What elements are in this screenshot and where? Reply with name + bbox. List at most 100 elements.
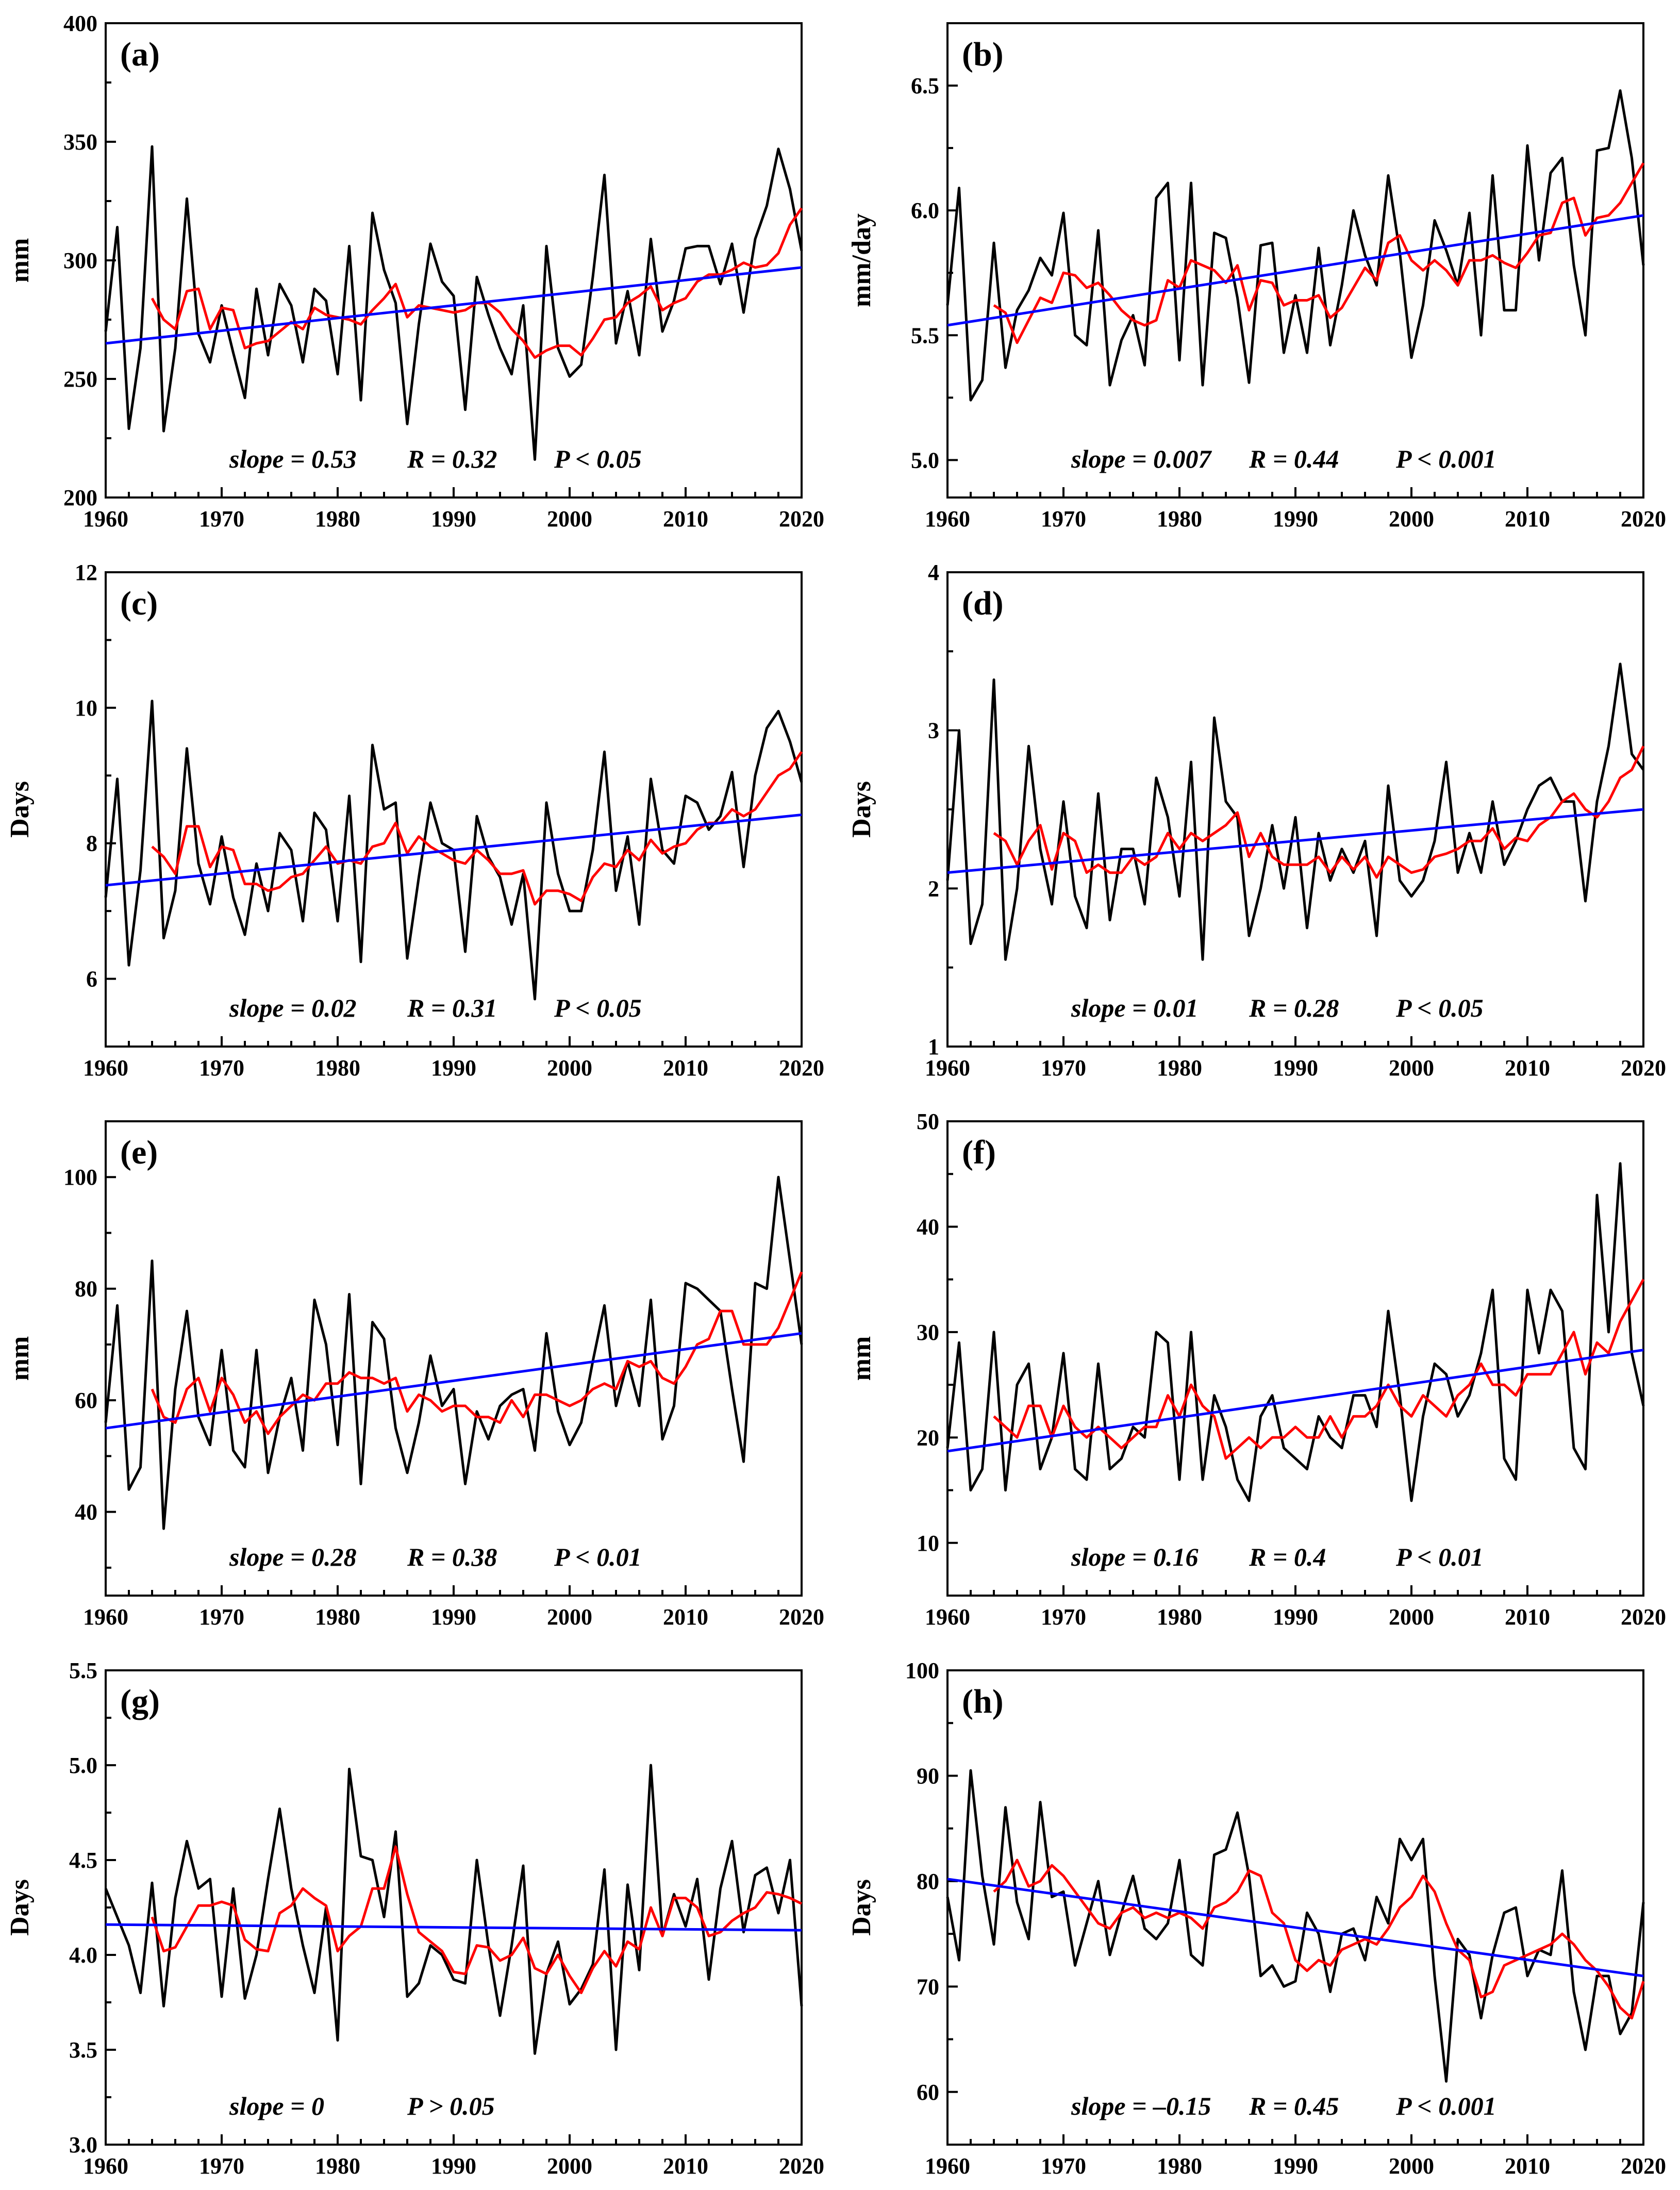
stat-annotation: P < 0.05 — [554, 444, 642, 473]
x-tick-label: 2000 — [547, 506, 592, 532]
x-tick-label: 1960 — [925, 1055, 970, 1081]
trend-line — [105, 1332, 802, 1430]
x-tick-label: 2000 — [1389, 2153, 1434, 2179]
panel-1: 1960 1970 1980 1990 2000 2010 2020 200 250 300 350… — [5, 11, 824, 532]
x-tick-label: 1990 — [1273, 1055, 1318, 1081]
y-tick-label: 6.5 — [911, 73, 939, 98]
stat-annotation: slope = –0.15 — [1071, 2092, 1211, 2120]
x-tick-label: 2020 — [1621, 506, 1666, 532]
x-tick-label: 1960 — [83, 1055, 128, 1081]
stat-annotation: R = 0.32 — [407, 444, 497, 473]
trend-line — [947, 214, 1644, 327]
panel-label: (e) — [120, 1134, 158, 1171]
annual-series-line — [946, 662, 1645, 961]
y-axis-label: mm — [5, 1336, 35, 1381]
panel-label: (b) — [962, 36, 1004, 73]
x-tick-label: 2010 — [663, 1055, 708, 1081]
stat-annotation: P < 0.05 — [1395, 993, 1484, 1022]
y-tick-label: 50 — [917, 1109, 939, 1134]
annual-series-line — [104, 145, 803, 461]
y-tick-label: 4.5 — [69, 1848, 97, 1873]
stat-annotation: R = 0.28 — [1249, 993, 1339, 1022]
annual-series-line — [946, 1769, 1645, 2083]
y-tick-label: 60 — [917, 2080, 939, 2105]
panel-2: 1960 1970 1980 1990 2000 2010 2020 5.0 5.5 6.0 6.5… — [847, 22, 1666, 532]
plot-frame — [946, 1120, 1644, 1597]
trend-line — [105, 814, 802, 887]
x-tick-label: 2000 — [1389, 506, 1434, 532]
x-tick-label: 1970 — [199, 2153, 244, 2179]
x-tick-label: 2010 — [1505, 506, 1550, 532]
stat-annotation: P < 0.01 — [1395, 1542, 1484, 1571]
x-tick-label: 1970 — [1041, 1604, 1086, 1630]
y-tick-label: 90 — [917, 1763, 939, 1788]
x-tick-label: 2000 — [547, 2153, 592, 2179]
panel-label: (f) — [962, 1134, 996, 1171]
y-tick-label: 20 — [917, 1425, 939, 1450]
plot-frame — [105, 571, 803, 1048]
y-axis-label: Days — [847, 1879, 876, 1936]
y-axis-label: mm/day — [847, 213, 876, 307]
panel-3: 1960 1970 1980 1990 2000 2010 2020 6 8 10 12 Days (c… — [5, 560, 824, 1081]
moving-average-line — [993, 1279, 1645, 1460]
y-tick-label: 300 — [63, 248, 97, 273]
y-tick-label: 100 — [63, 1165, 97, 1190]
stat-annotation: slope = 0.53 — [229, 444, 357, 473]
x-tick-label: 1960 — [925, 2153, 970, 2179]
panel-label: (c) — [120, 585, 158, 622]
x-tick-label: 2010 — [1505, 1055, 1550, 1081]
x-tick-label: 2010 — [663, 2153, 708, 2179]
y-axis-label: Days — [847, 781, 876, 838]
y-tick-label: 4.0 — [69, 1943, 97, 1968]
trend-line — [947, 808, 1644, 874]
x-tick-label: 2010 — [1505, 1604, 1550, 1630]
x-tick-label: 1990 — [1273, 506, 1318, 532]
x-tick-label: 1980 — [1157, 1055, 1202, 1081]
plot-frame — [946, 1669, 1644, 2146]
stat-annotation: P < 0.001 — [1395, 444, 1496, 473]
y-axis-label: mm — [847, 1336, 876, 1381]
x-tick-label: 1960 — [925, 1604, 970, 1630]
stat-annotation: slope = 0 — [229, 2092, 324, 2120]
stat-annotation: slope = 0.16 — [1071, 1542, 1199, 1571]
y-axis-label: Days — [5, 781, 35, 838]
stat-annotation: P > 0.05 — [407, 2092, 495, 2120]
x-tick-label: 2010 — [663, 506, 708, 532]
y-tick-label: 2 — [928, 876, 939, 901]
x-tick-label: 1970 — [1041, 506, 1086, 532]
panel-7: 1960 1970 1980 1990 2000 2010 2020 3.0 3.5 4.0 4.5… — [5, 1658, 824, 2179]
stat-annotation: R = 0.38 — [407, 1542, 497, 1571]
x-tick-label: 2020 — [779, 1604, 824, 1630]
x-tick-label: 1990 — [431, 2153, 476, 2179]
x-tick-label: 1990 — [431, 1604, 476, 1630]
x-tick-label: 2020 — [1621, 2153, 1666, 2179]
moving-average-line — [993, 162, 1645, 344]
y-tick-label: 400 — [63, 11, 97, 36]
panel-6: 1960 1970 1980 1990 2000 2010 2020 10 20 30 40 50 mm… — [847, 1109, 1666, 1630]
panel-8: 1960 1970 1980 1990 2000 2010 2020 60 70 80 90 100 D… — [847, 1658, 1666, 2179]
y-tick-label: 250 — [63, 367, 97, 392]
moving-average-line — [151, 1845, 803, 1995]
y-tick-label: 100 — [905, 1658, 939, 1683]
x-tick-label: 1970 — [199, 506, 244, 532]
y-tick-label: 40 — [917, 1214, 939, 1239]
x-tick-label: 2020 — [779, 1055, 824, 1081]
x-tick-label: 2020 — [779, 2153, 824, 2179]
y-tick-label: 40 — [75, 1500, 97, 1525]
y-tick-label: 10 — [75, 695, 97, 721]
x-tick-label: 1970 — [1041, 2153, 1086, 2179]
x-tick-label: 1970 — [199, 1604, 244, 1630]
panel-5: 1960 1970 1980 1990 2000 2010 2020 40 60 80 100 mm (… — [5, 1120, 824, 1630]
x-tick-label: 1980 — [315, 506, 360, 532]
x-tick-label: 1980 — [315, 1055, 360, 1081]
annual-series-line — [946, 89, 1645, 402]
moving-average-line — [151, 1271, 803, 1435]
y-tick-label: 200 — [63, 485, 97, 510]
x-tick-label: 1960 — [925, 506, 970, 532]
x-tick-label: 2000 — [547, 1055, 592, 1081]
stat-annotation: slope = 0.28 — [229, 1542, 357, 1571]
x-tick-label: 2000 — [1389, 1055, 1434, 1081]
y-tick-label: 80 — [75, 1276, 97, 1302]
moving-average-line — [993, 745, 1645, 879]
